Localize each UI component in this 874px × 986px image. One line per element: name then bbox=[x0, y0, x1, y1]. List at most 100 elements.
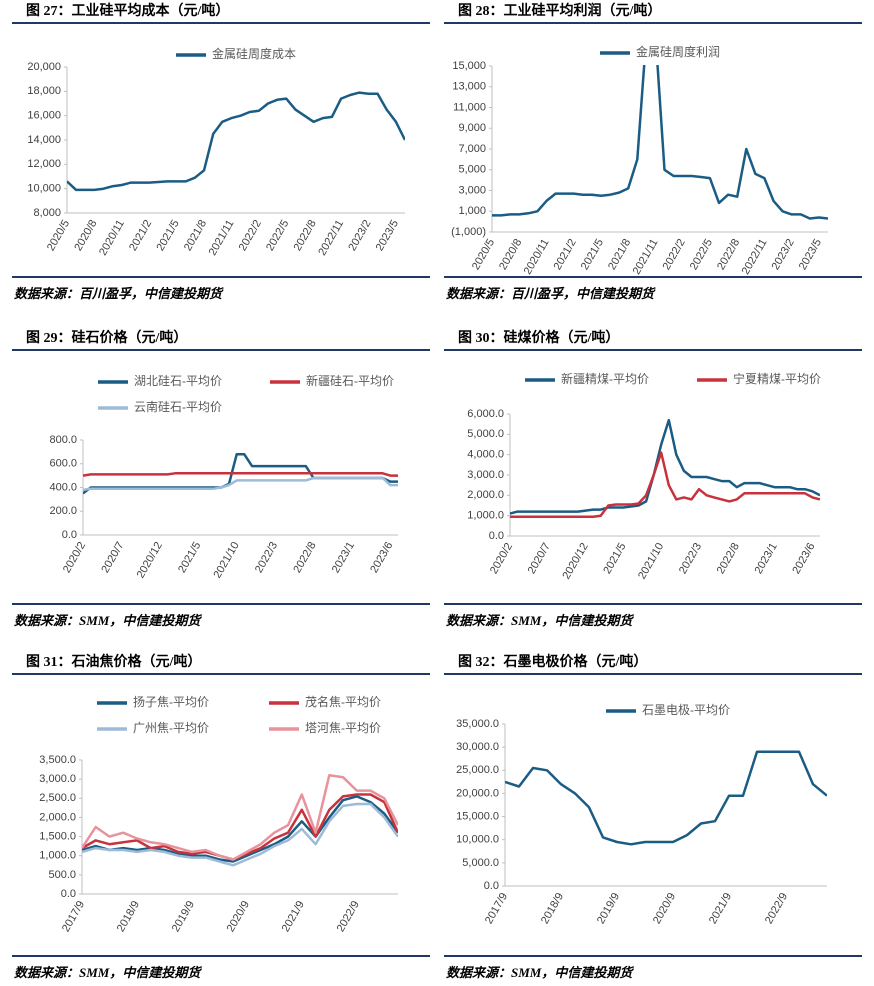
y-tick-label: 5,000.0 bbox=[467, 428, 504, 440]
y-tick-label: 0.0 bbox=[489, 530, 504, 542]
legend-label: 湖北硅石-平均价 bbox=[134, 373, 222, 388]
x-tick-label: 2020/12 bbox=[560, 541, 590, 581]
y-tick-label: (1,000) bbox=[451, 226, 486, 238]
x-tick-label: 2021/10 bbox=[636, 541, 666, 581]
x-tick-label: 2022/11 bbox=[316, 218, 346, 258]
panel-title: 图 28：工业硅平均利润（元/吨） bbox=[458, 2, 661, 19]
series-line bbox=[505, 750, 827, 846]
y-tick-label: 12,000 bbox=[27, 158, 61, 170]
y-tick-label: 7,000 bbox=[458, 143, 486, 155]
y-tick-label: 5,000 bbox=[458, 164, 486, 176]
x-tick-label: 2021/5 bbox=[155, 218, 182, 253]
y-tick-label: 11,000 bbox=[453, 101, 486, 113]
x-tick-label: 2022/8 bbox=[292, 218, 319, 253]
series-line bbox=[510, 451, 820, 518]
legend-label: 茂名焦-平均价 bbox=[305, 694, 381, 709]
y-tick-label: 1,000 bbox=[458, 205, 486, 217]
source-note: 数据来源：SMM，中信建投期货 bbox=[446, 613, 634, 628]
x-tick-label: 2022/11 bbox=[740, 237, 770, 277]
x-tick-label: 2021/5 bbox=[601, 541, 628, 576]
y-tick-label: 13,000 bbox=[452, 81, 486, 93]
y-tick-label: 6,000.0 bbox=[467, 408, 504, 420]
x-tick-label: 2023/6 bbox=[790, 541, 817, 576]
y-tick-label: 5,000.0 bbox=[462, 857, 499, 869]
x-tick-label: 2022/8 bbox=[715, 237, 742, 272]
y-tick-label: 10,000 bbox=[27, 183, 61, 195]
x-tick-label: 2021/9 bbox=[280, 899, 307, 934]
x-tick-label: 2017/9 bbox=[483, 891, 510, 926]
x-tick-label: 2022/9 bbox=[335, 899, 362, 934]
y-tick-label: 2,000.0 bbox=[467, 489, 504, 501]
y-tick-label: 20,000 bbox=[27, 61, 61, 73]
x-tick-label: 2020/5 bbox=[45, 218, 72, 253]
legend-label: 扬子焦-平均价 bbox=[133, 694, 209, 709]
x-tick-label: 2020/7 bbox=[99, 540, 126, 575]
y-tick-label: 10,000.0 bbox=[456, 834, 499, 846]
y-tick-label: 25,000.0 bbox=[456, 764, 499, 776]
x-tick-label: 2022/5 bbox=[264, 218, 291, 253]
x-tick-label: 2020/2 bbox=[488, 541, 515, 576]
x-tick-label: 2021/11 bbox=[631, 237, 661, 277]
source-note: 数据来源：SMM，中信建投期货 bbox=[14, 965, 202, 980]
series-line bbox=[83, 472, 398, 477]
x-tick-label: 2020/8 bbox=[72, 218, 99, 253]
x-tick-label: 2022/5 bbox=[688, 237, 715, 272]
x-tick-label: 2022/3 bbox=[677, 541, 704, 576]
x-tick-label: 2021/9 bbox=[707, 891, 734, 926]
y-tick-label: 8,000 bbox=[33, 207, 61, 219]
legend-label: 金属硅周度成本 bbox=[212, 46, 296, 61]
series-line bbox=[83, 476, 398, 492]
y-tick-label: 35,000.0 bbox=[456, 718, 499, 730]
y-tick-label: 200.0 bbox=[49, 505, 77, 517]
x-tick-label: 2020/9 bbox=[651, 891, 678, 926]
panel-title: 图 29：硅石价格（元/吨） bbox=[26, 329, 187, 346]
source-note: 数据来源：SMM，中信建投期货 bbox=[14, 613, 202, 628]
y-tick-label: 9,000 bbox=[458, 122, 486, 134]
y-tick-label: 1,000.0 bbox=[39, 850, 76, 862]
source-note: 数据来源：百川盈孚，中信建投期货 bbox=[446, 286, 656, 301]
legend-label: 塔河焦-平均价 bbox=[305, 721, 381, 735]
y-tick-label: 0.0 bbox=[61, 888, 76, 900]
legend-label: 金属硅周度利润 bbox=[636, 44, 720, 59]
x-tick-label: 2021/5 bbox=[579, 237, 606, 272]
y-tick-label: 14,000 bbox=[27, 134, 61, 146]
x-tick-label: 2019/9 bbox=[170, 899, 197, 934]
panel-title: 图 31：石油焦价格（元/吨） bbox=[26, 653, 201, 670]
legend-label: 广州焦-平均价 bbox=[133, 721, 209, 735]
y-tick-label: 3,000.0 bbox=[39, 773, 76, 785]
x-tick-label: 2020/8 bbox=[497, 237, 524, 272]
x-tick-label: 2022/2 bbox=[237, 218, 264, 253]
series-line bbox=[82, 802, 398, 867]
y-tick-label: 1,000.0 bbox=[467, 510, 504, 522]
x-tick-label: 2020/11 bbox=[522, 237, 552, 277]
x-tick-label: 2023/6 bbox=[368, 540, 395, 575]
x-tick-label: 2023/2 bbox=[770, 237, 797, 272]
y-tick-label: 20,000.0 bbox=[456, 787, 499, 799]
panel-title: 图 32：石墨电极价格（元/吨） bbox=[458, 653, 647, 670]
series-line bbox=[82, 795, 398, 863]
x-tick-label: 2023/5 bbox=[797, 237, 824, 272]
x-tick-label: 2021/11 bbox=[207, 218, 237, 258]
x-tick-label: 2018/9 bbox=[115, 899, 142, 934]
legend-label: 新疆精煤-平均价 bbox=[561, 371, 649, 386]
x-tick-label: 2021/8 bbox=[182, 218, 209, 253]
y-tick-label: 1,500.0 bbox=[39, 830, 76, 842]
y-tick-label: 600.0 bbox=[49, 458, 77, 470]
x-tick-label: 2019/9 bbox=[595, 891, 622, 926]
x-tick-label: 2021/2 bbox=[552, 237, 579, 272]
x-tick-label: 2020/2 bbox=[61, 540, 88, 575]
y-tick-label: 30,000.0 bbox=[456, 741, 499, 753]
x-tick-label: 2020/12 bbox=[135, 540, 165, 580]
x-tick-label: 2018/9 bbox=[539, 891, 566, 926]
x-tick-label: 2020/9 bbox=[225, 899, 252, 934]
y-tick-label: 400.0 bbox=[49, 481, 77, 493]
x-tick-label: 2021/5 bbox=[176, 540, 203, 575]
legend-label: 宁夏精煤-平均价 bbox=[733, 371, 821, 386]
y-tick-label: 18,000 bbox=[27, 85, 61, 97]
series-line bbox=[510, 418, 820, 515]
y-tick-label: 3,000.0 bbox=[467, 469, 504, 481]
x-tick-label: 2022/9 bbox=[763, 891, 790, 926]
y-tick-label: 800.0 bbox=[49, 434, 77, 446]
x-tick-label: 2020/7 bbox=[526, 541, 553, 576]
